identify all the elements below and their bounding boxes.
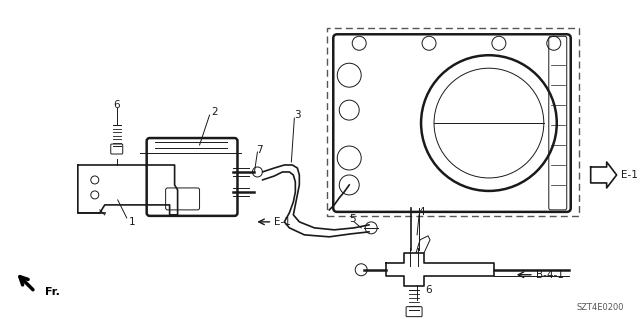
Text: 5: 5 [349,214,356,224]
Text: 4: 4 [419,207,426,217]
Text: 6: 6 [426,285,433,295]
Bar [327,28,579,216]
Text: 3: 3 [294,110,301,120]
Text: SZT4E0200: SZT4E0200 [576,303,623,312]
Text: Fr.: Fr. [45,287,60,297]
Text: E-1: E-1 [275,217,291,227]
Text: B-4-1: B-4-1 [536,270,564,280]
Text: 1: 1 [129,217,135,227]
Text: 6: 6 [113,100,120,110]
Text: 7: 7 [256,145,263,155]
Text: 2: 2 [211,107,218,117]
Text: E-1: E-1 [621,170,637,180]
